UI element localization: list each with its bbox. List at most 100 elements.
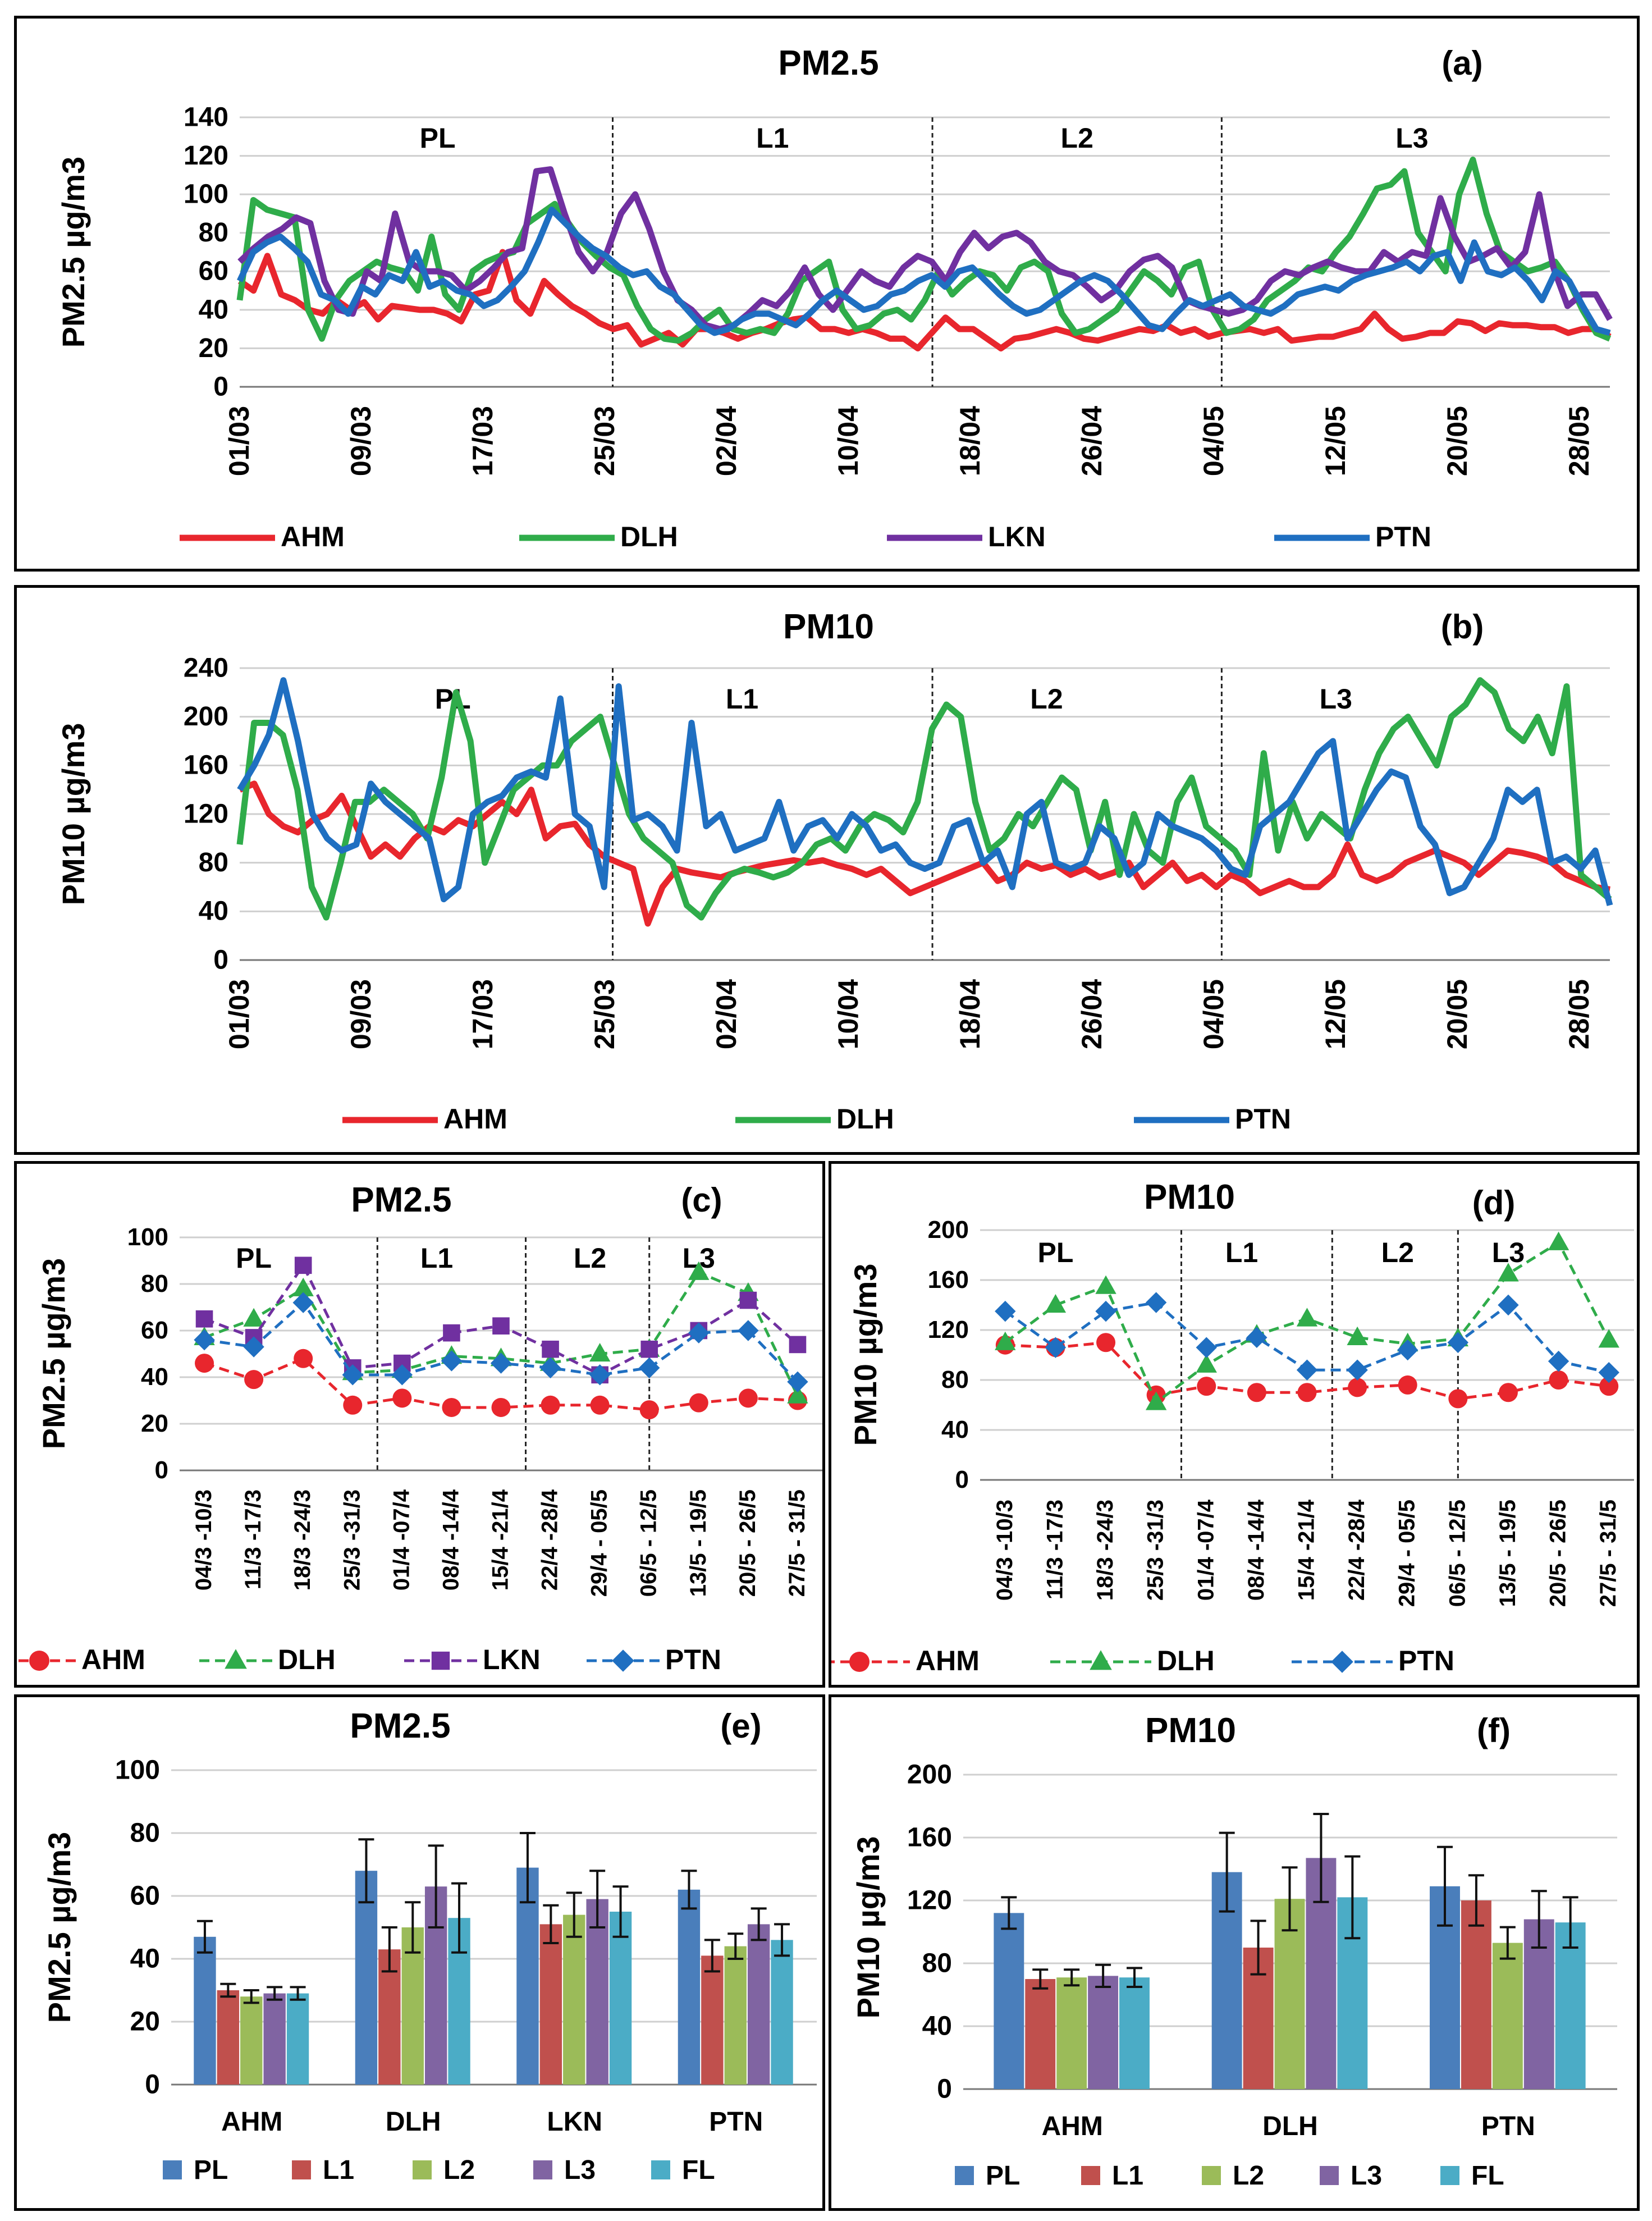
category-label-f: DLH [1262,2112,1318,2141]
data-point-d-dlh [1145,1391,1167,1410]
data-point-c-lkn [542,1340,559,1358]
y-tick-label-d: 160 [928,1266,969,1294]
series-line-a-ptn [237,207,1611,336]
x-tick-label-c: 13/5 - 19/5 [686,1489,711,1597]
data-point-c-ahm [343,1395,363,1415]
x-tick-label-a: 17/03 [467,406,498,476]
x-tick-label-d: 01/4 -07/4 [1193,1499,1218,1601]
chart-d: 0 40 80 120 160 200 PM10 (d) PM10 µg/m3 04/3 -10/… [831,1178,1634,1676]
y-tick-label-c: 100 [127,1223,168,1251]
bar-e-ptn-l3 [747,1924,770,2085]
data-point-c-ahm [195,1354,214,1373]
bar-e-ahm-pl [194,1936,216,2085]
bar-e-lkn-pl [516,1867,539,2085]
legend-label-f-fl: FL [1471,2161,1504,2191]
panel-b: 0 40 80 120 160 200 240 PM10 (b) PM10 µg/m3 01/03 0… [14,585,1640,1155]
data-point-d-ptn [1296,1359,1318,1381]
data-point-c-ptn [342,1364,363,1386]
legend-marker-c-ptn [612,1649,634,1672]
x-tick-label-c: 01/4 -07/4 [389,1489,414,1591]
data-point-d-ahm [1549,1370,1568,1390]
y-tick-label-a: 140 [184,102,228,132]
data-point-c-dlh [292,1277,314,1296]
legend-label-b-ptn: PTN [1235,1103,1291,1135]
data-point-d-ptn [1347,1359,1368,1381]
bar-f-ahm-l3 [1088,1976,1119,2089]
y-tick-label-d: 40 [941,1416,969,1443]
chart-title-d: PM10 [1144,1178,1235,1217]
y-tick-label-d: 120 [928,1316,969,1343]
x-tick-label-c: 25/3 -31/3 [340,1489,364,1591]
data-point-d-ptn [1397,1339,1418,1361]
data-point-c-ptn [490,1352,512,1374]
data-point-d-ahm [1297,1383,1317,1402]
phase-label-b: L3 [1320,683,1352,715]
bar-e-ahm-l3 [263,1993,286,2085]
legend-swatch-e-l3 [533,2160,552,2179]
x-tick-label-d: 29/4 - 05/5 [1395,1500,1420,1607]
bar-e-lkn-fl [609,1912,632,2085]
data-point-c-lkn [294,1256,312,1274]
bar-e-ptn-pl [678,1889,701,2085]
category-label-f: PTN [1481,2112,1535,2141]
y-tick-label-c: 20 [141,1410,168,1437]
y-tick-label-e: 60 [130,1881,160,1911]
y-tick-label-b: 200 [184,702,228,732]
data-point-d-dlh [1196,1354,1217,1373]
x-tick-label-c: 20/5 - 26/5 [735,1489,760,1597]
y-tick-label-b: 0 [213,945,228,975]
phase-label-a: L2 [1061,122,1093,154]
data-point-d-ahm [1398,1375,1417,1395]
legend-swatch-e-l1 [292,2160,311,2179]
y-tick-label-f: 200 [907,1760,952,1789]
series-line-a-ahm [237,249,1612,351]
legend-label-f-l2: L2 [1233,2161,1264,2191]
chart-title-b: PM10 [783,607,874,646]
series-line-a-lkn [237,166,1613,332]
legend-label-f-pl: PL [986,2161,1020,2191]
data-point-d-ahm [1348,1378,1367,1397]
data-point-d-ahm [1247,1383,1266,1402]
data-point-d-dlh [1548,1231,1569,1250]
legend-label-a-ahm: AHM [281,521,345,552]
data-point-c-ptn [688,1322,710,1343]
y-axis-label-c: PM2.5 µg/m3 [36,1258,71,1449]
x-tick-label-a: 09/03 [345,406,377,476]
series-line-b-dlh [236,677,1612,921]
phase-label-a: PL [420,122,456,154]
x-tick-label-a: 10/04 [832,406,864,476]
legend-label-e-fl: FL [682,2155,715,2185]
x-tick-label-c: 27/5 - 31/5 [785,1489,809,1597]
data-point-c-lkn [739,1291,757,1309]
data-point-d-dlh [1347,1326,1368,1345]
chart-b: 0 40 80 120 160 200 240 PM10 (b) PM10 µg/m3 01/03 0… [56,607,1613,1135]
data-point-d-ptn [1196,1337,1217,1358]
y-tick-label-c: 80 [141,1270,168,1297]
data-point-c-ptn [539,1357,561,1379]
x-tick-label-d: 18/3 -24/3 [1093,1500,1118,1601]
x-tick-label-a: 28/05 [1563,406,1595,476]
chart-e: 0 20 40 60 80 100 PM2.5 (e) PM2.5 µg/m3 AHM DLH LKN… [42,1707,817,2185]
category-label-e: AHM [221,2107,282,2137]
y-tick-label-b: 240 [184,653,228,683]
y-tick-label-a: 20 [199,333,228,363]
chart-a: 0 20 40 60 80 100 120 140 PM2.5 (a) PM2.5 µg/m3 01/… [56,44,1613,552]
x-tick-label-c: 06/5 - 12/5 [637,1489,661,1597]
x-tick-label-d: 15/4 -21/4 [1294,1499,1319,1601]
data-point-c-ptn [738,1320,759,1341]
bar-e-dlh-pl [355,1871,378,2085]
data-point-d-dlh [1296,1308,1318,1327]
y-tick-label-f: 40 [922,2011,952,2041]
bar-e-lkn-l2 [563,1914,585,2085]
x-tick-label-a: 20/05 [1442,406,1473,476]
y-tick-label-b: 160 [184,751,228,780]
x-tick-label-b: 18/04 [954,979,986,1049]
x-tick-label-d: 11/3 -17/3 [1042,1500,1067,1600]
chart-title-c: PM2.5 [351,1181,451,1219]
legend-label-a-lkn: LKN [988,521,1046,552]
data-point-c-ptn [292,1292,314,1313]
phase-label-c: L1 [420,1242,453,1274]
x-tick-label-b: 01/03 [223,979,255,1049]
x-tick-label-c: 04/3 -10/3 [191,1489,216,1591]
data-point-c-ahm [590,1395,610,1415]
